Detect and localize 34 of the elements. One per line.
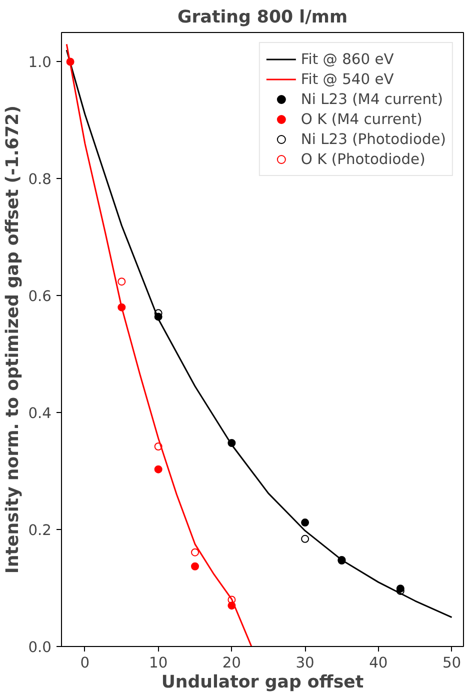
x-tick-label: 40 <box>369 654 388 672</box>
y-axis-title: Intensity norm. to optimized gap offset (-1.672) <box>3 105 24 574</box>
x-tick-label: 30 <box>296 654 314 672</box>
legend-label: Fit @ 860 eV <box>300 50 394 68</box>
legend-label: Fit @ 540 eV <box>300 70 394 88</box>
point <box>301 518 310 527</box>
x-tick-label: 20 <box>222 654 242 672</box>
x-tick-label: 0 <box>80 654 90 672</box>
point <box>228 439 236 447</box>
line-series <box>66 49 453 618</box>
y-tick-label: 0.4 <box>28 405 52 422</box>
y-tick-label: 0.0 <box>28 639 52 656</box>
line-series <box>66 43 252 646</box>
point <box>301 534 310 543</box>
y-tick-label: 0.8 <box>28 171 52 188</box>
legend-label: Ni L23 (Photodiode) <box>300 130 446 148</box>
legend-label: Ni L23 (M4 current) <box>300 90 444 108</box>
chart-title: Grating 800 l/mm <box>177 8 348 28</box>
point <box>228 596 236 604</box>
y-tick-label: 1.0 <box>28 54 52 72</box>
point <box>191 562 200 570</box>
legend-label: O K (Photodiode) <box>300 150 426 168</box>
x-tick-label: 50 <box>442 654 462 672</box>
legend-label: O K (M4 current) <box>300 110 422 128</box>
y-tick-label: 0.6 <box>28 288 52 306</box>
point <box>154 465 162 474</box>
point <box>191 548 200 556</box>
point <box>118 303 126 312</box>
y-tick-label: 0.2 <box>28 522 52 540</box>
x-axis-title: Undulator gap offset <box>161 672 364 692</box>
point <box>118 278 126 286</box>
x-tick-label: 10 <box>149 654 168 672</box>
point <box>154 442 162 451</box>
point <box>66 58 74 66</box>
